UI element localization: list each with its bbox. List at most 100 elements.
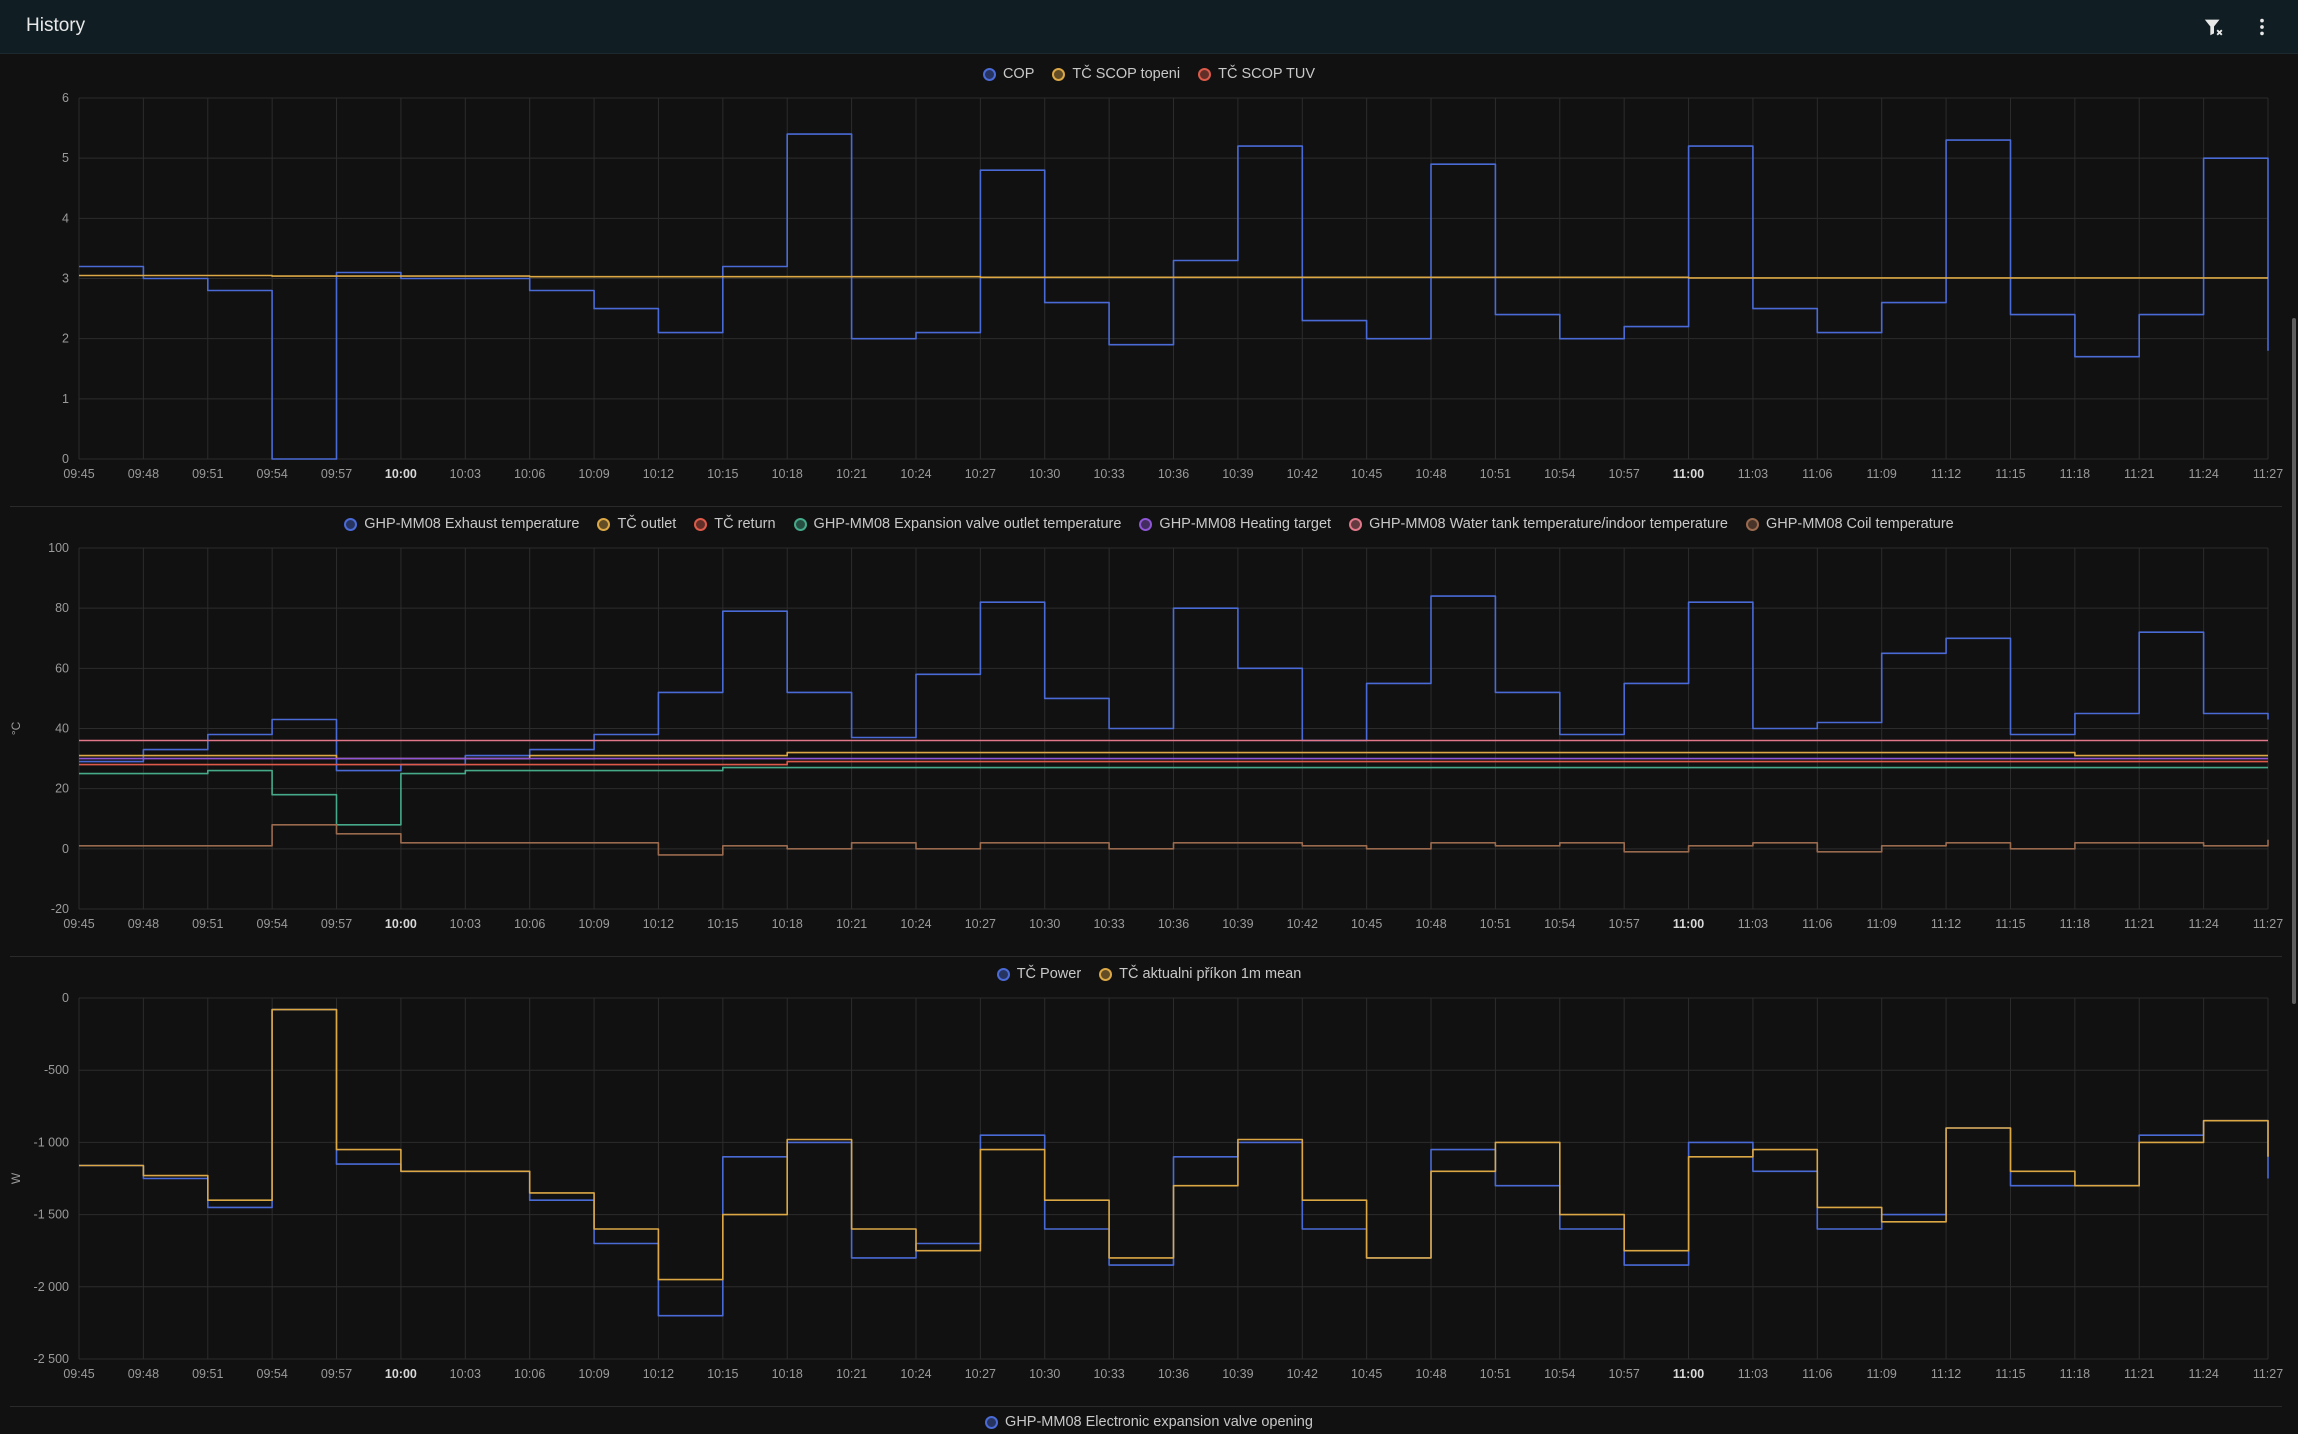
top-app-bar: History — [0, 0, 2298, 54]
y-tick-label: 100 — [48, 541, 69, 555]
legend-item-scop-topeni[interactable]: TČ SCOP topeni — [1052, 66, 1180, 82]
x-tick-label: 11:06 — [1802, 917, 1832, 931]
x-tick-label: 10:54 — [1544, 917, 1575, 931]
x-tick-label: 09:48 — [128, 467, 159, 481]
power-legend: TČ Power TČ aktualni příkon 1m mean — [0, 962, 2298, 986]
scrollbar-thumb[interactable] — [2292, 318, 2296, 1004]
x-tick-label: 11:27 — [2253, 467, 2283, 481]
x-tick-label: 10:36 — [1158, 1367, 1189, 1381]
legend-item-heating-target[interactable]: GHP-MM08 Heating target — [1139, 516, 1331, 532]
legend-swatch — [1745, 517, 1759, 531]
x-tick-label: 10:06 — [514, 917, 545, 931]
legend-label: TČ outlet — [617, 516, 677, 532]
x-tick-label: 11:24 — [2188, 1367, 2218, 1381]
temperature-legend: GHP-MM08 Exhaust temperature TČ outlet T… — [0, 512, 2298, 536]
legend-item-exhaust-temperature[interactable]: GHP-MM08 Exhaust temperature — [344, 516, 579, 532]
x-tick-label: 10:00 — [385, 1367, 417, 1381]
temperature-chart: GHP-MM08 Exhaust temperature TČ outlet T… — [0, 512, 2298, 952]
legend-swatch — [1139, 517, 1153, 531]
cop-plot[interactable]: 0 1 2 3 4 5 6 09:45 09:48 09:51 09:54 09:57 10:00 10:… — [0, 62, 2298, 502]
legend-swatch — [996, 967, 1010, 981]
legend-item-tc-outlet[interactable]: TČ outlet — [597, 516, 676, 532]
x-tick-label: 09:51 — [192, 1367, 223, 1381]
cop-chart: COP TČ SCOP topeni TČ SCOP TUV 0 1 2 3 4 5 6 09… — [0, 62, 2298, 502]
x-tick-label: 09:57 — [321, 467, 352, 481]
legend-item-scop-tuv[interactable]: TČ SCOP TUV — [1198, 66, 1315, 82]
series-line-t-scop-topeni — [79, 274, 2268, 279]
x-tick-label: 09:48 — [128, 917, 159, 931]
x-tick-label: 10:12 — [643, 467, 674, 481]
legend-swatch — [1349, 517, 1363, 531]
y-tick-label: 5 — [62, 151, 69, 165]
legend-label: TČ Power — [1016, 966, 1082, 982]
x-tick-label: 11:06 — [1802, 467, 1832, 481]
y-tick-label: -1 000 — [34, 1135, 69, 1149]
x-tick-label: 11:24 — [2188, 467, 2218, 481]
legend-swatch — [1052, 67, 1066, 81]
x-tick-label: 10:48 — [1415, 917, 1446, 931]
y-tick-label: -500 — [44, 1063, 69, 1077]
cop-legend: COP TČ SCOP topeni TČ SCOP TUV — [0, 62, 2298, 86]
x-tick-label: 10:57 — [1609, 1367, 1640, 1381]
legend-item-tc-power[interactable]: TČ Power — [996, 966, 1082, 982]
legend-label: GHP-MM08 Coil temperature — [1765, 516, 1954, 532]
legend-item-coil-temperature[interactable]: GHP-MM08 Coil temperature — [1745, 516, 1954, 532]
x-tick-label: 11:27 — [2253, 917, 2283, 931]
series-line-ghp-mm08-coil-temperature — [79, 824, 2269, 856]
legend-swatch — [1099, 967, 1113, 981]
x-tick-label: 10:00 — [385, 467, 417, 481]
x-tick-label: 10:15 — [707, 917, 738, 931]
x-tick-label: 10:48 — [1415, 1367, 1446, 1381]
x-tick-label: 10:27 — [965, 917, 996, 931]
x-tick-label: 10:42 — [1287, 1367, 1318, 1381]
legend-item-tc-return[interactable]: TČ return — [694, 516, 776, 532]
temperature-plot[interactable]: -20 0 20 40 60 80 100 09:45 09:48 09:51 09:54 09:57… — [0, 512, 2298, 952]
legend-swatch — [982, 67, 996, 81]
y-tick-label: 0 — [62, 991, 69, 1005]
x-tick-label: 10:21 — [836, 917, 867, 931]
legend-label: GHP-MM08 Expansion valve outlet temperat… — [813, 516, 1122, 532]
x-tick-label: 10:03 — [450, 917, 481, 931]
legend-label: GHP-MM08 Electronic expansion valve open… — [1005, 1414, 1313, 1430]
power-plot[interactable]: -2 500 -2 000 -1 500 -1 000 -500 0 09:45 09:48 0… — [0, 962, 2298, 1402]
clear-filter-button[interactable] — [2198, 11, 2230, 43]
x-tick-label: 11:09 — [1867, 917, 1897, 931]
x-tick-label: 11:18 — [2060, 1367, 2090, 1381]
legend-item-tc-prikon-mean[interactable]: TČ aktualni příkon 1m mean — [1099, 966, 1301, 982]
x-tick-label: 11:24 — [2188, 917, 2218, 931]
x-tick-label: 11:09 — [1867, 1367, 1897, 1381]
x-tick-label: 10:18 — [772, 467, 803, 481]
x-tick-label: 09:54 — [257, 467, 288, 481]
legend-swatch — [793, 517, 807, 531]
x-tick-label: 10:15 — [707, 467, 738, 481]
x-tick-label: 10:24 — [900, 467, 931, 481]
x-tick-label: 11:00 — [1673, 467, 1704, 481]
series-line-ghp-mm08-expansion-valve-outlet-temperature — [79, 766, 2268, 826]
x-tick-label: 10:42 — [1287, 917, 1318, 931]
y-tick-label: 0 — [62, 452, 69, 466]
x-tick-label: 10:51 — [1480, 917, 1511, 931]
legend-item-expansion-valve-outlet[interactable]: GHP-MM08 Expansion valve outlet temperat… — [793, 516, 1122, 532]
legend-item-water-tank-temperature[interactable]: GHP-MM08 Water tank temperature/indoor t… — [1349, 516, 1728, 532]
chart-divider — [10, 956, 2282, 957]
x-tick-label: 10:30 — [1029, 1367, 1060, 1381]
legend-label: GHP-MM08 Water tank temperature/indoor t… — [1369, 516, 1728, 532]
y-tick-label: 20 — [55, 782, 69, 796]
x-tick-label: 10:24 — [900, 917, 931, 931]
x-tick-label: 10:54 — [1544, 1367, 1575, 1381]
x-tick-label: 11:00 — [1673, 917, 1704, 931]
legend-item-expansion-valve-opening[interactable]: GHP-MM08 Electronic expansion valve open… — [985, 1414, 1313, 1430]
legend-item-cop[interactable]: COP — [982, 66, 1034, 82]
filter-remove-icon — [2204, 19, 2223, 36]
x-tick-label: 10:21 — [836, 467, 867, 481]
x-tick-label: 11:03 — [1738, 1367, 1768, 1381]
power-chart: TČ Power TČ aktualni příkon 1m mean -2 5… — [0, 962, 2298, 1402]
x-tick-label: 11:21 — [2124, 1367, 2154, 1381]
x-tick-label: 09:51 — [192, 917, 223, 931]
x-tick-label: 10:00 — [385, 917, 417, 931]
x-tick-label: 11:15 — [1995, 1367, 2025, 1381]
chart-divider — [10, 1406, 2282, 1407]
x-tick-label: 10:21 — [836, 1367, 867, 1381]
more-options-button[interactable] — [2246, 11, 2278, 43]
x-tick-label: 10:15 — [707, 1367, 738, 1381]
